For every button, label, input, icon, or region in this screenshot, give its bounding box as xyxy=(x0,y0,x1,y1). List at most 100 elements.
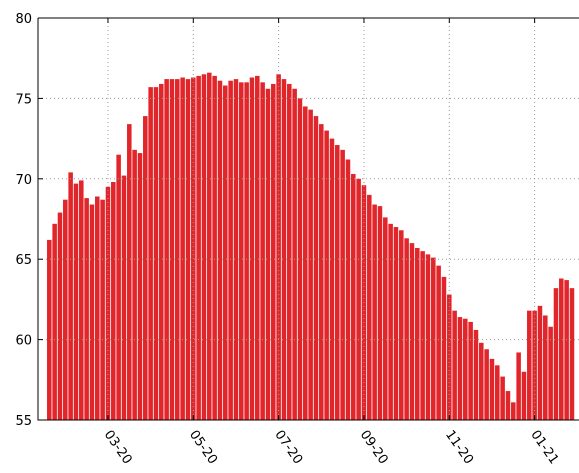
bar xyxy=(73,183,79,420)
bar xyxy=(393,227,399,420)
bar xyxy=(233,79,239,420)
bar xyxy=(287,83,292,420)
bar xyxy=(121,175,127,420)
bar xyxy=(244,82,249,420)
bar xyxy=(447,294,452,420)
bar xyxy=(68,172,73,420)
bar xyxy=(297,98,303,420)
bar xyxy=(84,198,89,420)
bar xyxy=(543,315,548,420)
bar xyxy=(249,77,255,420)
bars xyxy=(47,72,575,420)
bar xyxy=(132,149,137,420)
bar xyxy=(548,326,553,420)
x-tick-label: 03-20 xyxy=(101,428,135,468)
bar xyxy=(276,74,281,420)
bar xyxy=(500,376,505,420)
y-tick-label: 65 xyxy=(15,253,32,268)
bar xyxy=(175,79,180,420)
bar xyxy=(564,280,569,420)
bar xyxy=(79,180,84,420)
x-tick-label: 11-20 xyxy=(442,428,476,468)
bar xyxy=(463,318,468,420)
bar xyxy=(345,159,351,420)
bar xyxy=(303,106,308,420)
bar xyxy=(57,212,63,420)
bar xyxy=(212,75,217,420)
x-tick-label: 09-20 xyxy=(357,428,391,468)
y-tick-label: 80 xyxy=(15,12,32,27)
bar xyxy=(404,238,409,420)
x-tick-label: 05-20 xyxy=(186,428,220,468)
bar xyxy=(351,173,356,420)
bar xyxy=(521,371,527,420)
x-tick-label: 07-20 xyxy=(271,428,305,468)
bar xyxy=(495,365,500,420)
bar xyxy=(388,223,393,420)
bar xyxy=(468,321,473,420)
bar xyxy=(169,79,175,420)
bar xyxy=(143,116,148,420)
bar xyxy=(415,247,420,420)
bar xyxy=(271,83,276,420)
bar xyxy=(340,149,345,420)
y-tick-label: 70 xyxy=(15,173,32,188)
bar xyxy=(383,217,388,420)
bar xyxy=(457,317,463,420)
y-tick-label: 60 xyxy=(15,334,32,349)
bar xyxy=(217,80,223,420)
bar xyxy=(431,257,436,420)
bar xyxy=(308,109,313,420)
bar xyxy=(223,85,228,420)
bar xyxy=(148,87,153,420)
bar xyxy=(420,251,425,420)
bar xyxy=(553,288,559,420)
bar xyxy=(452,310,457,420)
bar xyxy=(377,206,383,420)
bar xyxy=(319,124,324,420)
bar xyxy=(239,82,244,420)
bar xyxy=(532,310,537,420)
bar xyxy=(180,77,185,420)
bar xyxy=(479,342,484,420)
bar xyxy=(52,223,57,420)
bar xyxy=(228,80,233,420)
bar xyxy=(511,402,516,420)
bar xyxy=(127,124,132,420)
bar xyxy=(425,254,431,420)
bar xyxy=(201,74,207,420)
bar xyxy=(265,88,271,420)
bar xyxy=(489,358,495,420)
x-tick-label: 01-21 xyxy=(527,428,561,468)
bar xyxy=(372,204,377,420)
bar xyxy=(255,75,260,420)
bar xyxy=(116,154,121,420)
bar xyxy=(292,88,297,420)
bar xyxy=(281,79,287,420)
bar xyxy=(335,145,340,420)
bar xyxy=(111,182,116,420)
bar xyxy=(191,77,196,420)
bar xyxy=(356,178,361,420)
bar xyxy=(207,72,212,420)
bar xyxy=(89,204,95,420)
bar xyxy=(153,87,159,420)
bar xyxy=(105,186,111,420)
bar xyxy=(164,79,169,420)
bar xyxy=(313,116,319,420)
bar xyxy=(473,329,479,420)
bar xyxy=(399,230,404,420)
bar xyxy=(436,265,441,420)
bar xyxy=(409,243,415,420)
y-tick-label: 75 xyxy=(15,92,32,107)
bar xyxy=(63,199,68,420)
bar xyxy=(537,305,543,420)
bar xyxy=(441,276,447,420)
bar xyxy=(47,239,52,420)
bar xyxy=(484,349,489,420)
bar xyxy=(185,79,191,420)
bar xyxy=(95,196,100,420)
bar xyxy=(367,194,372,420)
bar xyxy=(569,288,575,420)
